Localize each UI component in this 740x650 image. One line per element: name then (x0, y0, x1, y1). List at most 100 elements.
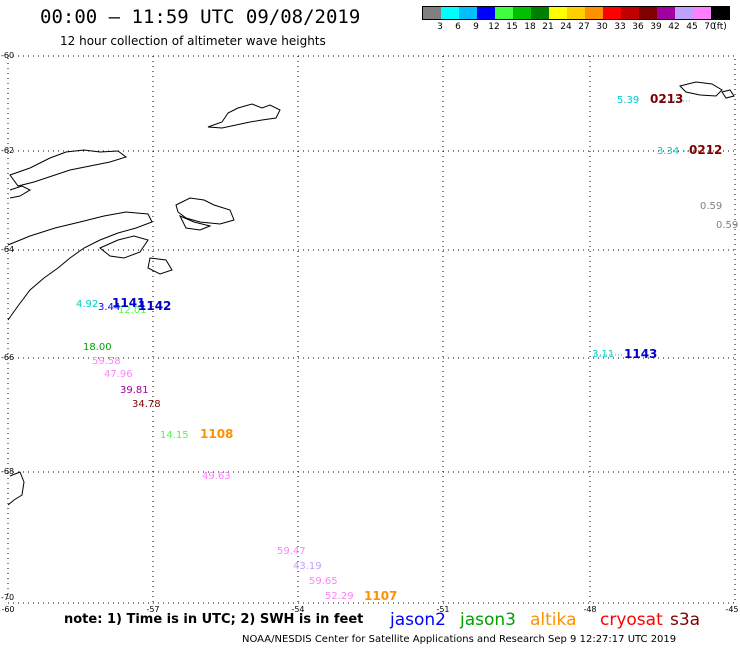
pass-time-label: 1107 (364, 589, 398, 603)
longitude-label: -60 (1, 605, 14, 614)
satellite-name: s3a (670, 610, 701, 630)
scale-label: 15 (506, 22, 518, 32)
scale-swatch (531, 7, 549, 19)
latitude-label: -70 (1, 593, 14, 602)
wave-height-value: 3.34 (657, 146, 680, 157)
scale-label: 39 (650, 22, 662, 32)
satellite-name: jason3 (460, 610, 516, 630)
longitude-label: -54 (291, 605, 304, 614)
latitude-labels: -60 -62 -64 -66 -68 -70 (1, 51, 14, 602)
wave-height-value: 18.00 (83, 342, 112, 353)
grid-lines (8, 56, 735, 603)
scale-label: 27 (578, 22, 590, 32)
coastline (7, 81, 735, 506)
scale-label: 36 (632, 22, 644, 32)
wave-height-value: 3.44 (98, 302, 121, 313)
satellite-name: jason2 (390, 610, 446, 630)
scale-swatch (639, 7, 657, 19)
wave-height-value: 47.96 (104, 369, 133, 380)
pass-time-label: 1143 (624, 347, 658, 361)
wave-height-value: 14.15 (160, 430, 189, 441)
wave-height-value: 52.29 (325, 591, 354, 602)
scale-swatch (693, 7, 711, 19)
wave-height-value: 59.65 (309, 576, 338, 587)
wave-height-value: 12.01 (118, 305, 147, 316)
wave-height-value: 39.81 (120, 385, 149, 396)
scale-swatch (459, 7, 477, 19)
scale-label: 33 (614, 22, 626, 32)
island-south-orkney-1 (679, 81, 723, 97)
island-dundee (178, 215, 212, 231)
color-scale-legend: 3 6 9 12 15 18 21 24 27 30 33 36 39 42 45 70 (ft) (422, 6, 730, 32)
longitude-label: -48 (583, 605, 596, 614)
scale-label: 18 (524, 22, 536, 32)
longitude-label: -45 (725, 605, 738, 614)
scale-label: 42 (668, 22, 680, 32)
island-joinville (175, 197, 235, 225)
color-scale-labels: 3 6 9 12 15 18 21 24 27 30 33 36 39 42 45 70 (ft) (422, 20, 730, 32)
scale-label: (ft) (713, 22, 727, 32)
pass-time-label: 1141 (112, 296, 146, 310)
map-subtitle: 12 hour collection of altimeter wave hei… (60, 34, 326, 48)
scale-swatch (657, 7, 675, 19)
wave-height-value: 0.59 (700, 201, 723, 212)
scale-swatch (423, 7, 441, 19)
scale-label: 9 (473, 22, 479, 32)
pass-time-label: 1108 (200, 427, 234, 441)
satellite-name: cryosat (600, 610, 663, 630)
scale-swatch (441, 7, 459, 19)
ground-tracks (594, 100, 692, 356)
scale-swatch (495, 7, 513, 19)
island-king-george (207, 103, 281, 129)
longitude-label: -57 (146, 605, 159, 614)
map-frame (7, 55, 736, 604)
scale-swatch (603, 7, 621, 19)
latitude-label: -62 (1, 146, 14, 155)
island-smith (9, 185, 32, 199)
scale-swatch (711, 7, 729, 19)
scale-swatch (513, 7, 531, 19)
latitude-label: -66 (1, 353, 14, 362)
island-seymour (147, 257, 173, 275)
pass-time-label: 0212 (689, 143, 723, 157)
footer-credit: NOAA/NESDIS Center for Satellite Applica… (242, 634, 677, 645)
wave-height-value: 0.59 (716, 220, 739, 231)
wave-height-value: 3.11 (592, 349, 615, 360)
scale-swatch (675, 7, 693, 19)
longitude-label: -51 (436, 605, 449, 614)
scale-label: 21 (542, 22, 554, 32)
scale-swatch (549, 7, 567, 19)
latitude-label: -60 (1, 51, 14, 60)
scale-label: 6 (455, 22, 461, 32)
scale-label: 30 (596, 22, 608, 32)
wave-height-value: 5.39 (617, 95, 640, 106)
wave-height-value: 59.58 (92, 356, 121, 367)
island-livingston (9, 149, 128, 187)
wave-height-value: 49.63 (202, 471, 231, 482)
wave-height-value: 59.47 (277, 546, 306, 557)
wave-height-value: 34.78 (132, 399, 161, 410)
scale-label: 12 (488, 22, 500, 32)
latitude-label: -68 (1, 467, 14, 476)
latitude-label: -64 (1, 245, 14, 254)
color-scale-swatches (422, 6, 730, 20)
longitude-labels: -60 -57 -54 -51 -48 -45 (1, 605, 738, 614)
scale-label: 45 (686, 22, 698, 32)
pass-time-label: 1142 (138, 299, 172, 313)
scale-label: 24 (560, 22, 572, 32)
scale-swatch (567, 7, 585, 19)
satellite-name: altika (530, 610, 577, 630)
scale-label: 70 (704, 22, 716, 32)
peninsula-coast-north (7, 211, 153, 321)
scale-swatch (621, 7, 639, 19)
scale-swatch (477, 7, 495, 19)
wave-height-value: 4.92 (76, 299, 99, 310)
footer-note: note: 1) Time is in UTC; 2) SWH is in fe… (64, 612, 364, 627)
island-james-ross (99, 235, 149, 259)
island-south-orkney-2 (721, 89, 735, 99)
scale-swatch (585, 7, 603, 19)
scale-label: 3 (437, 22, 443, 32)
pass-time-label: 0213 (650, 92, 684, 106)
coast-larsen (7, 471, 25, 506)
